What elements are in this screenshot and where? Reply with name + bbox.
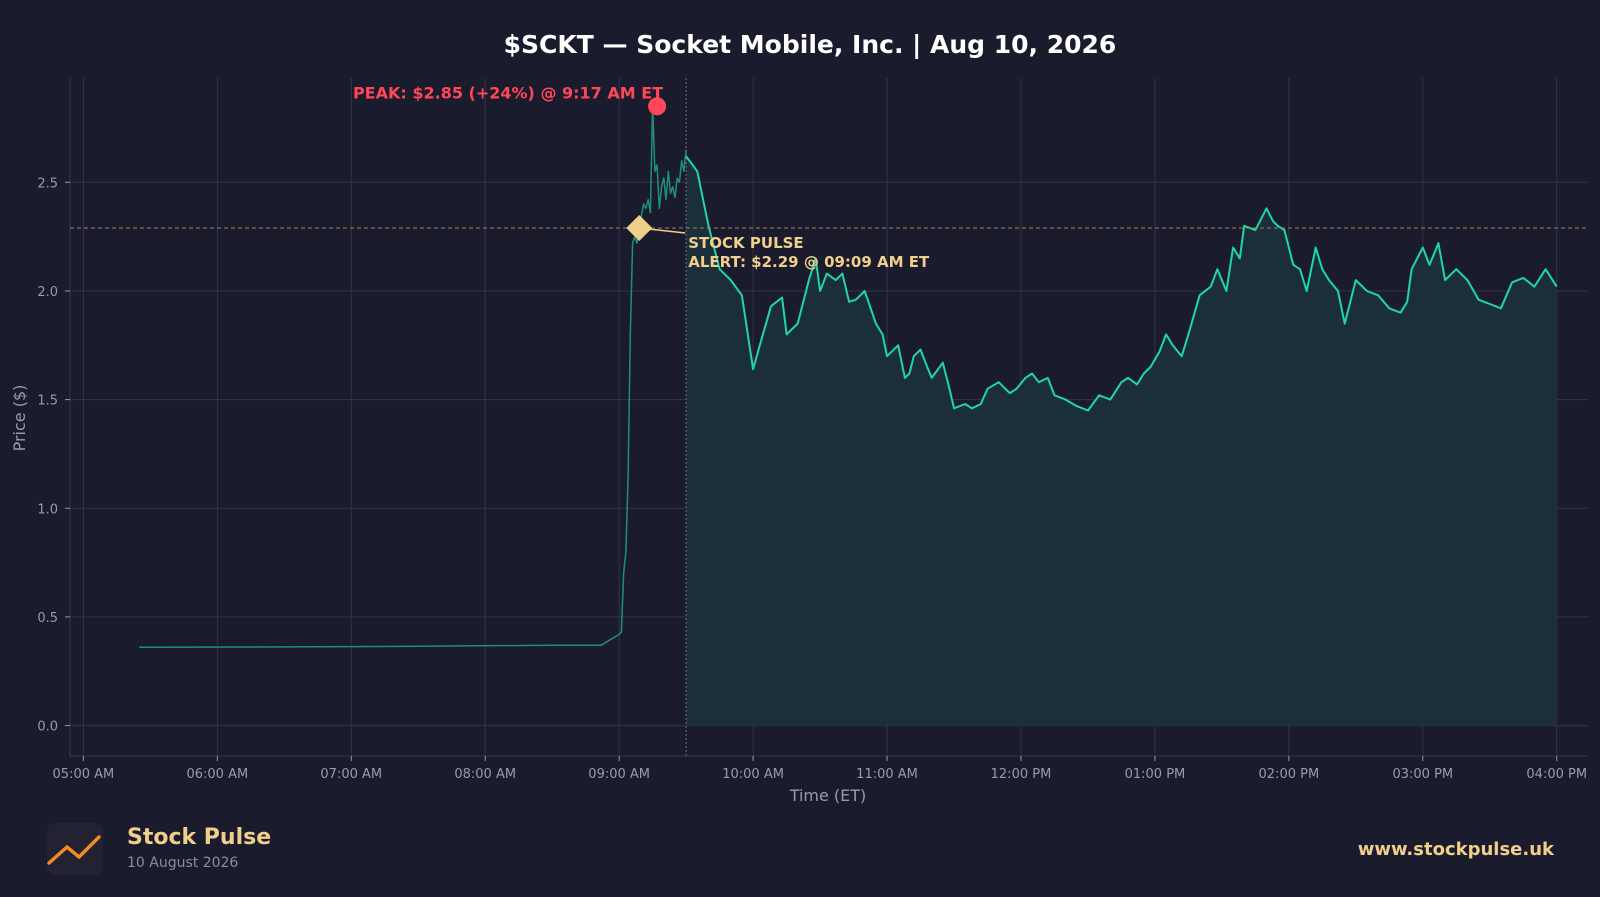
y-axis-label: Price ($): [10, 385, 29, 452]
y-tick-label: 1.0: [37, 502, 58, 517]
x-axis-label: Time (ET): [789, 786, 867, 805]
brand-date: 10 August 2026: [127, 855, 239, 871]
alert-marker: [626, 214, 653, 241]
x-tick-label: 05:00 AM: [53, 767, 115, 782]
y-tick-label: 2.5: [37, 176, 58, 191]
peak-marker: [648, 97, 667, 116]
price-area-fill: [686, 156, 1557, 726]
peak-label: PEAK: $2.85 (+24%) @ 9:17 AM ET: [353, 83, 663, 102]
brand-logo: [47, 823, 103, 875]
x-tick-label: 06:00 AM: [186, 767, 248, 782]
website-link[interactable]: www.stockpulse.uk: [1357, 839, 1554, 860]
price-lines: [139, 105, 1558, 649]
regular-session-line: [685, 155, 1558, 412]
x-tick-label: 10:00 AM: [722, 767, 784, 782]
x-tick-label: 08:00 AM: [454, 767, 516, 782]
x-tick-label: 09:00 AM: [588, 767, 650, 782]
trend-line-icon: [47, 835, 101, 865]
x-tick-label: 02:00 PM: [1259, 767, 1320, 782]
brand-name: Stock Pulse: [127, 825, 272, 850]
premarket-line: [139, 105, 687, 649]
y-tick-label: 1.5: [37, 394, 58, 409]
chart-title: $SCKT — Socket Mobile, Inc. | Aug 10, 20…: [504, 30, 1117, 59]
y-tick-label: 2.0: [37, 285, 58, 300]
x-tick-label: 01:00 PM: [1125, 767, 1186, 782]
y-tick-label: 0.0: [37, 720, 58, 735]
alert-label-line2: ALERT: $2.29 @ 09:09 AM ET: [688, 253, 930, 271]
alert-label-line1: STOCK PULSE: [688, 234, 803, 252]
x-tick-label: 11:00 AM: [856, 767, 918, 782]
chart-annotations: PEAK: $2.85 (+24%) @ 9:17 AM ET STOCK PUL…: [70, 78, 1588, 756]
regular-session-fill: [686, 156, 1557, 726]
x-tick-label: 12:00 PM: [991, 767, 1052, 782]
x-tick-label: 07:00 AM: [320, 767, 382, 782]
x-tick-label: 04:00 PM: [1526, 767, 1587, 782]
y-tick-label: 0.5: [37, 611, 58, 626]
chart-axes: 0.0 0.5 1.0 1.5 2.0 2.5 05:00 AM 06:00 AM 07:00 …: [37, 78, 1588, 782]
x-tick-label: 03:00 PM: [1392, 767, 1453, 782]
